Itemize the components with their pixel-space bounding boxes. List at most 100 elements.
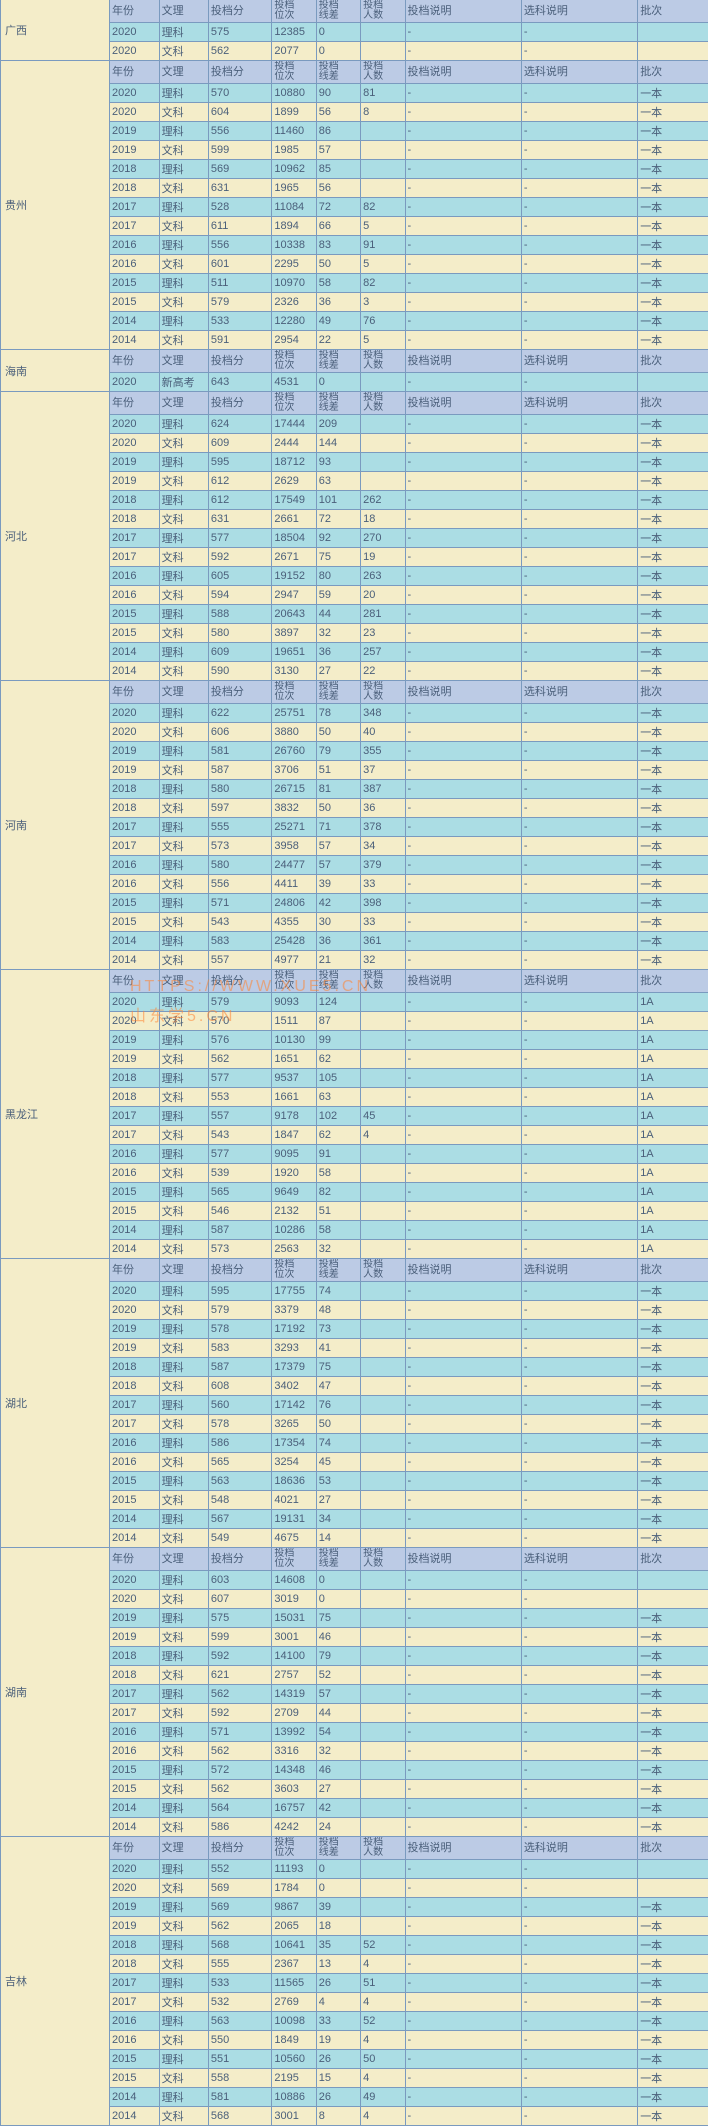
col-header: 投档人数 (361, 681, 405, 704)
cell: - (405, 1666, 521, 1685)
col-header: 文理 (159, 1837, 208, 1860)
cell: 209 (316, 415, 360, 434)
cell: 15 (316, 2069, 360, 2088)
table-row: 2020理科575123850-- (110, 23, 708, 42)
cell: - (405, 1704, 521, 1723)
cell: 25271 (272, 818, 316, 837)
cell: 2019 (110, 453, 159, 472)
col-header: 文理 (159, 0, 208, 23)
cell (361, 1088, 405, 1107)
cell: 17354 (272, 1434, 316, 1453)
cell: 583 (208, 932, 272, 951)
cell: 52 (316, 1666, 360, 1685)
cell: 548 (208, 1491, 272, 1510)
cell: 2018 (110, 1377, 159, 1396)
cell: 47 (316, 1377, 360, 1396)
cell: 理科 (159, 1860, 208, 1879)
cell: 563 (208, 1472, 272, 1491)
cell: - (405, 434, 521, 453)
cell: 2014 (110, 951, 159, 970)
cell: 92 (316, 529, 360, 548)
cell: 579 (208, 1301, 272, 1320)
cell: 理科 (159, 643, 208, 662)
cell: - (521, 1742, 637, 1761)
cell: 2017 (110, 1107, 159, 1126)
cell: - (521, 1860, 637, 1879)
cell: 0 (316, 1879, 360, 1898)
table-row: 2017理科557917810245--1A (110, 1107, 708, 1126)
cell: - (405, 913, 521, 932)
cell: 3265 (272, 1415, 316, 1434)
cell: 2015 (110, 913, 159, 932)
cell: 一本 (638, 1974, 708, 1993)
cell: 30 (316, 913, 360, 932)
cell: 文科 (159, 434, 208, 453)
cell: - (521, 1050, 637, 1069)
cell: 2018 (110, 491, 159, 510)
cell: - (405, 415, 521, 434)
cell: 理科 (159, 1974, 208, 1993)
cell: 2014 (110, 312, 159, 331)
cell: 一本 (638, 312, 708, 331)
cell: - (405, 1723, 521, 1742)
cell: 文科 (159, 1339, 208, 1358)
cell: - (405, 1339, 521, 1358)
col-header: 投档线差 (316, 1259, 360, 1282)
cell: 51 (316, 1202, 360, 1221)
cell: - (521, 2069, 637, 2088)
col-header: 投档说明 (405, 1837, 521, 1860)
cell: 0 (316, 42, 360, 61)
cell: 0 (316, 1571, 360, 1590)
cell: 580 (208, 856, 272, 875)
cell (361, 1704, 405, 1723)
cell: - (405, 951, 521, 970)
cell: - (521, 1164, 637, 1183)
cell: - (521, 704, 637, 723)
cell: - (521, 510, 637, 529)
cell: 281 (361, 605, 405, 624)
table-row: 2015文科58038973223--一本 (110, 624, 708, 643)
table-row: 2020文科579337948--一本 (110, 1301, 708, 1320)
cell: 文科 (159, 1666, 208, 1685)
table-row: 2014理科581108862649--一本 (110, 2088, 708, 2107)
cell: - (521, 1240, 637, 1259)
cell: 257 (361, 643, 405, 662)
cell: 一本 (638, 1609, 708, 1628)
cell: 33 (316, 2012, 360, 2031)
cell: 2014 (110, 2088, 159, 2107)
cell: - (521, 373, 637, 392)
cell: 17192 (272, 1320, 316, 1339)
cell: 557 (208, 951, 272, 970)
cell: - (405, 373, 521, 392)
cell: 599 (208, 141, 272, 160)
cell: 5 (361, 217, 405, 236)
cell: 2020 (110, 704, 159, 723)
cell: 文科 (159, 1301, 208, 1320)
cell: 573 (208, 1240, 272, 1259)
col-header: 投档位次 (272, 61, 316, 84)
cell: 587 (208, 761, 272, 780)
cell: 72 (316, 198, 360, 217)
province-section: 黑龙江HTTPS://WWW.XUE5.CN山东学5.CN年份文理投档分投档位次… (0, 970, 708, 1259)
cell: 33 (361, 913, 405, 932)
cell: 87 (316, 1012, 360, 1031)
cell: 1A (638, 1164, 708, 1183)
cell (361, 1742, 405, 1761)
cell: 599 (208, 1628, 272, 1647)
cell: 一本 (638, 1472, 708, 1491)
cell: - (521, 255, 637, 274)
cell: 0 (316, 1860, 360, 1879)
col-header: 投档分 (208, 1837, 272, 1860)
cell: - (405, 312, 521, 331)
cell: 2367 (272, 1955, 316, 1974)
cell: 文科 (159, 761, 208, 780)
data-table: 年份文理投档分投档位次投档线差投档人数投档说明选科说明批次2020新高考6434… (110, 350, 708, 392)
cell: 文科 (159, 1088, 208, 1107)
cell: 文科 (159, 1164, 208, 1183)
cell: 2014 (110, 932, 159, 951)
col-header: 年份 (110, 1259, 159, 1282)
cell: 81 (316, 780, 360, 799)
cell: 理科 (159, 1358, 208, 1377)
cell: 理科 (159, 1282, 208, 1301)
cell: - (405, 1571, 521, 1590)
